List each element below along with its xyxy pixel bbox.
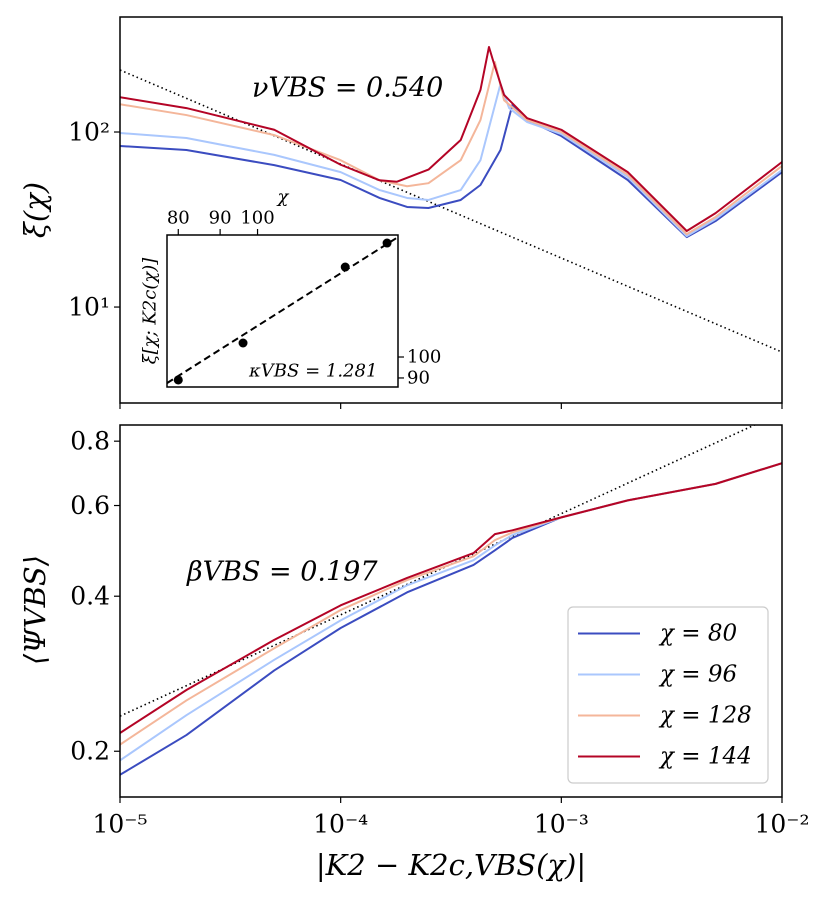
series-line <box>120 45 782 232</box>
series-line <box>120 61 782 236</box>
point <box>173 375 183 385</box>
annotation: κVBS = 1.281 <box>248 361 377 382</box>
point <box>340 262 350 272</box>
y-tick-label: 0.4 <box>70 582 110 611</box>
series-line <box>120 462 782 734</box>
fit-line <box>167 236 398 384</box>
legend-box <box>567 606 769 784</box>
point <box>238 338 248 348</box>
y-axis-label: ξ[χ; K2c(χ)] <box>140 257 161 365</box>
plot <box>167 236 398 384</box>
x-tick-label: 10⁻⁵ <box>92 810 147 839</box>
point <box>382 238 392 248</box>
frame <box>119 16 783 404</box>
annotation: βVBS = 0.197 <box>186 557 378 588</box>
legend-label: χ = 128 <box>658 703 752 729</box>
frame <box>119 424 783 798</box>
x-tick-label: 10⁻³ <box>534 810 589 839</box>
y-tick-label: 0.6 <box>70 491 110 520</box>
y-tick-label: 10¹ <box>68 293 110 322</box>
y-tick-label: 100 <box>407 347 441 368</box>
legend-label: χ = 96 <box>658 662 737 688</box>
x-axis-label: χ <box>276 187 290 208</box>
x-tick-label: 100 <box>240 208 274 229</box>
y-tick-label: 0.2 <box>70 737 110 766</box>
series-line <box>120 83 782 238</box>
frame <box>166 234 399 388</box>
plot <box>120 45 782 353</box>
legend-label: χ = 144 <box>658 744 752 770</box>
legend-label: χ = 80 <box>658 621 737 647</box>
y-axis-label: ξ(χ) <box>18 182 52 238</box>
reference-line <box>120 69 782 353</box>
y-tick-label: 90 <box>407 367 430 388</box>
x-axis-label: |K2 − K2c,VBS(χ)| <box>316 848 586 882</box>
x-tick-label: 90 <box>209 208 232 229</box>
annotation: νVBS = 0.540 <box>252 73 443 104</box>
x-tick-label: 10⁻² <box>754 810 809 839</box>
plot <box>120 425 782 776</box>
x-tick-label: 10⁻⁴ <box>313 810 368 839</box>
y-axis-label: ⟨ΨVBS⟩ <box>18 555 52 665</box>
y-tick-label: 10² <box>68 118 110 147</box>
series-line <box>120 103 782 239</box>
x-tick-label: 80 <box>167 208 190 229</box>
y-tick-label: 0.8 <box>70 427 110 456</box>
